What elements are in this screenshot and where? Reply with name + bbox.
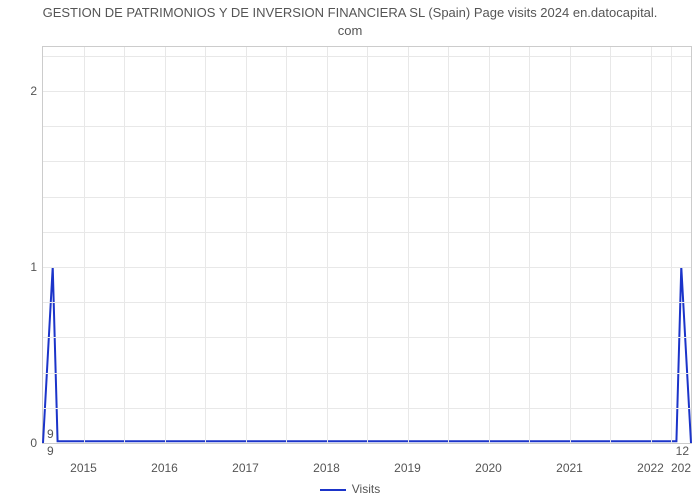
gridline-vertical: [651, 47, 652, 443]
x-tick-label: 2018: [313, 443, 340, 475]
gridline-vertical: [448, 47, 449, 443]
gridline-vertical: [327, 47, 328, 443]
y-tick-label: 2: [30, 84, 43, 98]
x-tick-label: 2015: [70, 443, 97, 475]
x-tick-label: 2021: [556, 443, 583, 475]
x-tick-label: 2017: [232, 443, 259, 475]
gridline-vertical: [286, 47, 287, 443]
y-tick-label: 1: [30, 260, 43, 274]
x-tick-label: 2020: [475, 443, 502, 475]
gridline-vertical: [610, 47, 611, 443]
title-line-1: GESTION DE PATRIMONIOS Y DE INVERSION FI…: [43, 5, 658, 20]
y-tick-label: 0: [30, 436, 43, 450]
gridline-vertical: [408, 47, 409, 443]
gridline-vertical: [246, 47, 247, 443]
x-tick-label: 2022: [637, 443, 664, 475]
gridline-vertical: [367, 47, 368, 443]
gridline-vertical: [529, 47, 530, 443]
chart-title: GESTION DE PATRIMONIOS Y DE INVERSION FI…: [0, 4, 700, 39]
plot-area: 0122015201620172018201920202021202220299…: [42, 46, 692, 444]
x-tick-label: 2016: [151, 443, 178, 475]
gridline-vertical: [489, 47, 490, 443]
gridline-vertical: [84, 47, 85, 443]
gridline-vertical: [205, 47, 206, 443]
secondary-x-label-right: 12: [676, 444, 689, 458]
legend-swatch: [320, 489, 346, 491]
x-tick-label: 2019: [394, 443, 421, 475]
chart-container: GESTION DE PATRIMONIOS Y DE INVERSION FI…: [0, 0, 700, 500]
gridline-vertical: [165, 47, 166, 443]
gridline-vertical: [671, 47, 672, 443]
gridline-vertical: [570, 47, 571, 443]
legend: Visits: [0, 482, 700, 496]
legend-label: Visits: [352, 482, 380, 496]
secondary-x-label-left: 9: [47, 427, 54, 441]
gridline-vertical: [124, 47, 125, 443]
title-line-2: com: [338, 23, 363, 38]
secondary-x-label-left: 9: [47, 444, 54, 458]
